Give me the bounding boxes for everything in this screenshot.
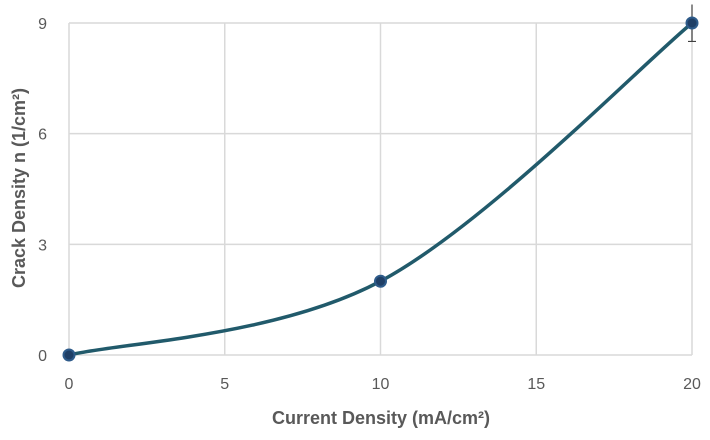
y-axis-title: Crack Density n (1/cm²): [9, 88, 29, 288]
data-point: [685, 16, 699, 30]
x-tick-label: 20: [683, 376, 701, 393]
series: [62, 4, 699, 362]
y-tick-label: 6: [38, 127, 47, 144]
y-tick-label: 0: [38, 348, 47, 365]
data-point: [374, 274, 387, 288]
grid: [68, 22, 693, 356]
data-point: [62, 348, 76, 362]
x-tick-label: 5: [220, 376, 229, 393]
x-tick-label: 0: [65, 376, 74, 393]
x-axis-title: Current Density (mA/cm²): [272, 408, 490, 428]
x-tick-label: 10: [372, 376, 390, 393]
tick-labels: 0 3 6 9 0 5 10 15 20: [38, 16, 701, 393]
y-tick-label: 3: [38, 237, 47, 254]
y-tick-label: 9: [38, 16, 47, 33]
x-tick-label: 15: [527, 376, 545, 393]
